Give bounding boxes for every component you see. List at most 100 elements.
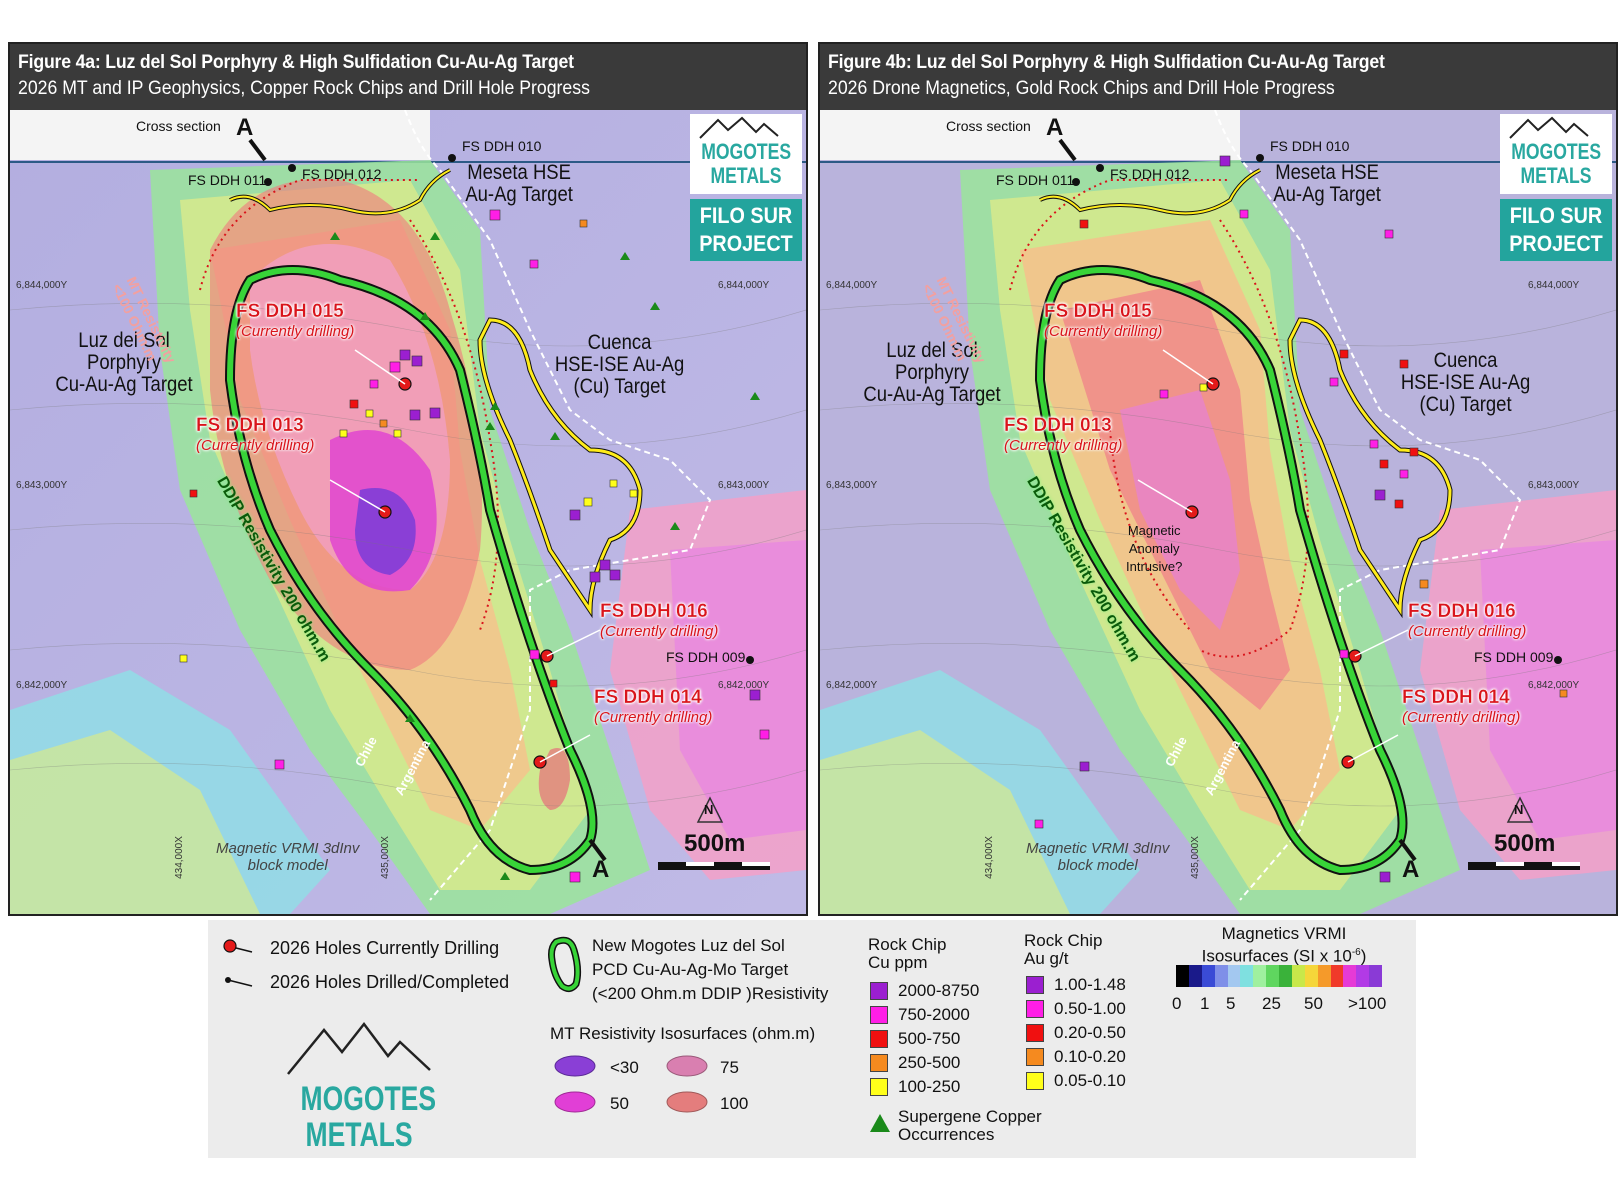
mag-title-2-text: Isosurfaces (SI x 10	[1201, 946, 1352, 966]
cu-swatch-1	[870, 982, 888, 1000]
mountain-icon	[1509, 116, 1589, 139]
ddh-016-status: (Currently drilling)	[1408, 623, 1527, 640]
completed-hole-icon	[225, 977, 231, 983]
mt-swatches-left	[554, 1055, 596, 1113]
ddh-014-label: FS DDH 014 (Currently drilling)	[594, 687, 713, 728]
cu-label-5: 100-250	[898, 1077, 961, 1096]
meseta-line-2: Au-Ag Target	[1273, 183, 1381, 206]
map-canvas[interactable]	[820, 110, 1616, 914]
au-label-1: 1.00-1.48	[1054, 975, 1126, 994]
cross-section-label: Cross section	[136, 118, 221, 134]
ddh-014-name: FS DDH 014	[1402, 687, 1510, 708]
ddh-013-status: (Currently drilling)	[196, 437, 315, 454]
mag-colour-step-5	[1240, 965, 1254, 987]
mt-label-30: <30	[610, 1058, 639, 1077]
ddh-012-label: FS DDH 012	[302, 166, 382, 182]
legend-logo-line-2: METALS	[305, 1116, 413, 1154]
luz-target-label: Luz del Sol Porphyry Cu-Au-Ag Target	[863, 340, 1000, 406]
au-label-2: 0.50-1.00	[1054, 999, 1126, 1018]
meseta-target-label: Meseta HSE Au-Ag Target	[1273, 162, 1381, 206]
cu-swatch-5	[870, 1078, 888, 1096]
mag-colour-step-1	[1188, 965, 1202, 987]
legend-au-title: Rock Chip Au g/t	[1024, 932, 1102, 968]
au-swatch-1	[1026, 976, 1044, 994]
mt-swatches-right	[666, 1055, 708, 1113]
coord-y1: 6,844,000Y	[16, 280, 68, 291]
ddh-011-label: FS DDH 011	[188, 172, 267, 188]
au-swatch-5	[1026, 1072, 1044, 1090]
mag-colour-step-8	[1279, 965, 1292, 987]
luz-line-3: Cu-Au-Ag Target	[863, 383, 1001, 406]
block-model-label: Magnetic VRMI 3dInv block model	[216, 840, 359, 874]
legend-logo-line-1: MOGOTES	[300, 1080, 437, 1118]
section-a-prime-label: A	[1402, 856, 1420, 883]
cu-swatch-2	[870, 1006, 888, 1024]
cuenca-line-2: HSE-ISE Au-Ag	[1400, 371, 1531, 394]
au-swatch-3	[1026, 1024, 1044, 1042]
panel-subtitle: 2026 Drone Magnetics, Gold Rock Chips an…	[828, 78, 1335, 99]
ddh-011-label: FS DDH 011	[996, 172, 1075, 188]
section-a-label: A	[1046, 114, 1064, 141]
mag-tick-50: 50	[1304, 994, 1323, 1013]
panel-title: Figure 4a: Luz del Sol Porphyry & High S…	[18, 52, 574, 73]
legend-target: New Mogotes Luz del Sol PCD Cu-Au-Ag-Mo …	[592, 934, 828, 1006]
mountain-icon	[287, 1021, 431, 1075]
ddh-014-name: FS DDH 014	[594, 687, 702, 708]
mag-colour-step-15	[1369, 965, 1382, 987]
filo-sur-badge: FILO SUR PROJECT	[1500, 199, 1612, 261]
coord-x2: 435,000X	[379, 836, 391, 879]
mag-anom-line-1: Magnetic	[1127, 523, 1181, 538]
meseta-line-1: Meseta HSE	[1275, 161, 1379, 184]
ddh-010-label: FS DDH 010	[462, 138, 542, 154]
cu-label-4: 250-500	[898, 1053, 961, 1072]
project-line-1: FILO SUR	[699, 203, 793, 228]
mogotes-logo: MOGOTES METALS	[690, 114, 802, 194]
cuenca-line-2: HSE-ISE Au-Ag	[554, 353, 685, 376]
legend-magnetics-title: Magnetics VRMI Isosurfaces (SI x 10-6)	[1196, 924, 1372, 966]
coord-x2: 435,000X	[1189, 836, 1201, 879]
panel-header: Figure 4b: Luz del Sol Porphyry & High S…	[820, 44, 1616, 110]
luz-line-1: Luz del Sol	[886, 339, 978, 362]
mag-colour-step-9	[1291, 965, 1305, 987]
rock-chip-points	[1034, 155, 1568, 883]
legend-target-line-1: New Mogotes Luz del Sol	[592, 936, 785, 955]
ddh-016-status: (Currently drilling)	[600, 623, 719, 640]
au-title-1: Rock Chip	[1024, 931, 1103, 950]
mag-colour-step-0	[1176, 965, 1189, 987]
block-line-1: Magnetic VRMI 3dInv	[1026, 840, 1170, 857]
cu-swatch-4	[870, 1054, 888, 1072]
legend-cu-title: Rock Chip Cu ppm	[868, 936, 946, 972]
legend-mogotes-logo: MOGOTES METALS	[284, 1020, 437, 1154]
coord-y1: 6,844,000Y	[826, 280, 878, 291]
mag-colour-step-3	[1214, 965, 1228, 987]
supergene-copper-points	[330, 232, 760, 880]
mag-colour-step-10	[1304, 965, 1318, 987]
cuenca-line-3: (Cu) Target	[573, 375, 666, 398]
magnetic-anomaly-label: Magnetic Anomaly Intrusive?	[1126, 522, 1182, 576]
rock-chip-points	[179, 209, 770, 883]
logo-line-1: MOGOTES	[1511, 139, 1602, 164]
cu-label-1: 2000-8750	[898, 981, 980, 1000]
ddh-014-label: FS DDH 014 (Currently drilling)	[1402, 687, 1521, 728]
cu-label-2: 750-2000	[898, 1005, 970, 1024]
mag-tick-25: 25	[1262, 994, 1281, 1013]
logo-line-2: METALS	[710, 163, 782, 188]
block-model-label: Magnetic VRMI 3dInv block model	[1026, 840, 1169, 874]
cu-title-2: Cu ppm	[868, 953, 928, 972]
mt-label-75: 75	[720, 1058, 739, 1077]
ddh-013-label: FS DDH 013 (Currently drilling)	[1004, 415, 1123, 456]
cross-section-label: Cross section	[946, 118, 1031, 134]
mountain-icon	[699, 116, 779, 139]
cu-swatch-3	[870, 1030, 888, 1048]
ddh-012-label: FS DDH 012	[1110, 166, 1190, 182]
luz-target-label: Luz del Sol Porphyry Cu-Au-Ag Target	[55, 330, 192, 396]
ddh-013-name: FS DDH 013	[196, 415, 304, 436]
cu-label-3: 500-750	[898, 1029, 961, 1048]
legend-mt-title: MT Resistivity Isosurfaces (ohm.m)	[550, 1024, 816, 1043]
luz-line-1: Luz del Sol	[78, 329, 170, 352]
north-label: N	[704, 802, 714, 817]
map-canvas[interactable]	[10, 110, 806, 914]
project-line-1: FILO SUR	[1509, 203, 1603, 228]
cuenca-line-1: Cuenca	[1433, 349, 1498, 372]
mag-title-1: Magnetics VRMI	[1221, 924, 1347, 943]
